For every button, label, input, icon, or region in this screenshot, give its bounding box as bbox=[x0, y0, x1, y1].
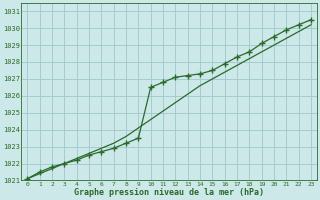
X-axis label: Graphe pression niveau de la mer (hPa): Graphe pression niveau de la mer (hPa) bbox=[74, 188, 264, 197]
